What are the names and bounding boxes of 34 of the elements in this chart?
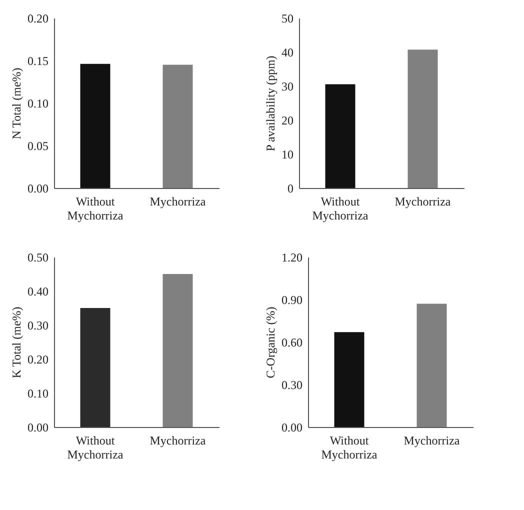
y-tick-label: 0.20 <box>28 12 48 26</box>
y-tick-label: 1.20 <box>282 250 302 264</box>
y-tick-label: 0 <box>288 182 294 196</box>
y-tick-label: 50 <box>282 12 294 26</box>
y-axis-title: P availability (ppm) <box>264 56 278 152</box>
y-axis-title: N Total (me%) <box>10 68 24 140</box>
y-tick-label: 0.10 <box>28 96 48 110</box>
y-axis-title: C-Organic (%) <box>264 306 278 378</box>
y-tick-label: 0.00 <box>282 420 302 434</box>
y-tick-label: 20 <box>282 114 294 128</box>
y-tick-label: 0.40 <box>28 284 48 298</box>
y-tick-label: 0.30 <box>28 318 48 332</box>
x-tick-label: Without Mychorriza <box>67 434 124 462</box>
x-tick-label: Mychorriza <box>394 194 452 208</box>
y-tick-label: 30 <box>282 80 294 94</box>
x-tick-label: Mychorriza <box>404 434 460 448</box>
y-axis-title: K Total (me%) <box>10 306 24 378</box>
y-tick-label: 0.05 <box>28 139 48 153</box>
y-tick-label: 0.00 <box>28 182 48 196</box>
x-tick-label: Without Mychorriza <box>67 194 124 222</box>
y-tick-label: 40 <box>282 46 294 60</box>
y-tick-label: 10 <box>282 148 294 162</box>
y-tick-label: 0.10 <box>28 386 48 400</box>
x-tick-label: Mychorriza <box>150 434 206 448</box>
x-tick-label: Mychorriza <box>150 194 206 208</box>
x-tick-label: Without Mychorriza <box>312 194 369 222</box>
x-tick-label: Without Mychorriza <box>321 434 378 462</box>
y-tick-label: 0.90 <box>282 293 302 307</box>
y-tick-label: 0.30 <box>282 378 302 392</box>
y-tick-label: 0.20 <box>28 352 48 366</box>
y-tick-label: 0.60 <box>282 336 302 350</box>
y-tick-label: 0.00 <box>28 420 48 434</box>
y-tick-label: 0.15 <box>28 54 48 68</box>
y-tick-label: 0.50 <box>28 250 48 264</box>
